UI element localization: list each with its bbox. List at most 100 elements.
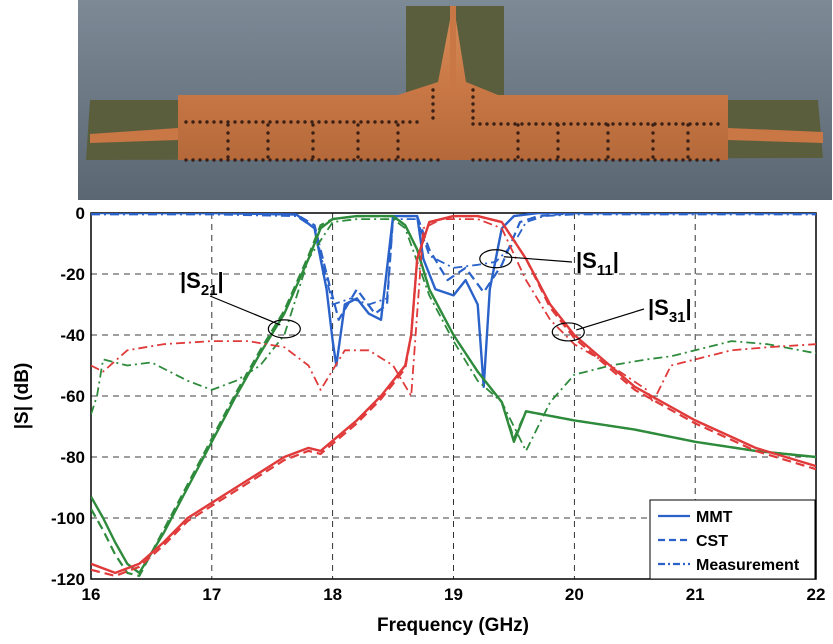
- via-dot: [415, 120, 419, 124]
- via-dot: [268, 158, 272, 162]
- via-dot: [527, 122, 531, 126]
- via-dot: [205, 158, 209, 162]
- via-dot: [606, 131, 610, 135]
- annotation-label-sub: 31: [669, 309, 686, 326]
- x-tick-label: 22: [807, 585, 826, 604]
- x-axis-label: Frequency (GHz): [377, 615, 529, 636]
- via-dot: [436, 158, 440, 162]
- y-tick-label: -20: [60, 265, 85, 284]
- via-dot: [527, 158, 531, 162]
- series-s11-cst: [91, 213, 816, 321]
- via-dot: [331, 158, 335, 162]
- via-dot: [625, 158, 629, 162]
- annotation-label-sub: 11: [597, 262, 613, 279]
- via-dot: [408, 158, 412, 162]
- via-dot: [541, 158, 545, 162]
- via-dot: [646, 158, 650, 162]
- via-dot: [356, 155, 360, 159]
- via-dot: [247, 120, 251, 124]
- via-dot: [338, 158, 342, 162]
- via-dot: [311, 123, 315, 127]
- via-dot: [686, 155, 690, 159]
- via-dot: [583, 122, 587, 126]
- via-dot: [709, 158, 713, 162]
- via-dot: [422, 158, 426, 162]
- via-dot: [268, 120, 272, 124]
- via-dot: [429, 158, 433, 162]
- via-dot: [471, 95, 475, 99]
- via-dot: [408, 120, 412, 124]
- via-dot: [639, 158, 643, 162]
- via-dot: [396, 155, 400, 159]
- annotation-ellipse: [267, 319, 301, 339]
- annotation-ellipse: [551, 322, 585, 342]
- series-s21-measurement: [91, 218, 816, 452]
- via-dot: [226, 123, 230, 127]
- via-dot: [651, 131, 655, 135]
- via-dot: [191, 120, 195, 124]
- via-dot: [716, 122, 720, 126]
- via-dot: [478, 122, 482, 126]
- via-dot: [618, 122, 622, 126]
- via-dot: [289, 158, 293, 162]
- via-dot: [352, 158, 356, 162]
- via-dot: [198, 120, 202, 124]
- annotation-arrow: [576, 308, 645, 331]
- via-dot: [516, 155, 520, 159]
- annotation-label-end: |: [613, 248, 619, 273]
- via-dot: [401, 158, 405, 162]
- via-dot: [556, 155, 560, 159]
- annotation-arrow: [209, 295, 281, 326]
- series-layer: [91, 213, 816, 577]
- via-dot: [311, 131, 315, 135]
- pcb-photo-svg: [78, 0, 832, 200]
- via-dot: [396, 123, 400, 127]
- via-dot: [562, 158, 566, 162]
- via-dot: [373, 158, 377, 162]
- via-dot: [534, 158, 538, 162]
- via-dot: [513, 158, 517, 162]
- via-dot: [471, 109, 475, 113]
- via-dot: [686, 139, 690, 143]
- via-dot: [471, 88, 475, 92]
- via-dot: [646, 122, 650, 126]
- via-dot: [606, 155, 610, 159]
- via-dot: [431, 95, 435, 99]
- via-dot: [266, 147, 270, 151]
- via-dot: [516, 139, 520, 143]
- y-tick-label: -100: [51, 509, 85, 528]
- via-dot: [226, 147, 230, 151]
- port1-feed: [90, 128, 178, 143]
- via-dot: [356, 147, 360, 151]
- via-dot: [226, 120, 230, 124]
- via-dot: [352, 120, 356, 124]
- y-tick-labels: 0 -20 -40 -60 -80 -100 -120: [51, 204, 85, 589]
- via-dot: [311, 155, 315, 159]
- via-dot: [266, 155, 270, 159]
- via-dot: [296, 158, 300, 162]
- via-dot: [548, 158, 552, 162]
- via-dot: [667, 122, 671, 126]
- via-dot: [569, 158, 573, 162]
- via-dot: [499, 122, 503, 126]
- via-dot: [651, 123, 655, 127]
- via-dot: [576, 158, 580, 162]
- x-tick-label: 16: [82, 585, 101, 604]
- via-dot: [681, 122, 685, 126]
- via-dot: [431, 116, 435, 120]
- via-dot: [516, 123, 520, 127]
- via-dot: [562, 122, 566, 126]
- via-dot: [695, 122, 699, 126]
- via-dot: [338, 120, 342, 124]
- x-tick-label: 19: [444, 585, 463, 604]
- legend-label: CST: [696, 533, 728, 550]
- legend-label: Measurement: [696, 557, 800, 574]
- x-tick-label: 20: [565, 585, 584, 604]
- annotation-label-end: |: [686, 295, 692, 320]
- chart-svg: |S21||S11||S31| 16 17 18 19 20 21 22 0-20-40-6…: [12, 204, 826, 636]
- via-dot: [674, 158, 678, 162]
- via-dot: [266, 123, 270, 127]
- via-dot: [556, 131, 560, 135]
- via-dot: [431, 88, 435, 92]
- via-dot: [520, 158, 524, 162]
